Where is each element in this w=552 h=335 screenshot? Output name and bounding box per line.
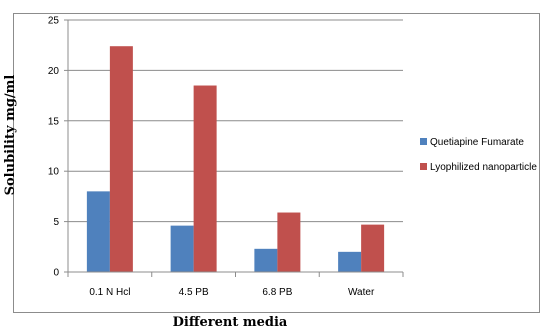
x-tick-label: 6.8 PB — [262, 287, 292, 298]
bar — [277, 212, 301, 272]
bar — [109, 46, 133, 272]
y-tick-label: 10 — [48, 167, 60, 178]
y-axis-ticks: 0 5 10 15 20 25 — [48, 16, 69, 279]
x-axis-ticks: 0.1 N Hcl 4.5 PB 6.8 PB Water — [67, 271, 404, 298]
y-tick-label: 15 — [48, 116, 60, 127]
bar — [338, 251, 362, 272]
y-axis-label: Solubility mg/ml — [3, 74, 18, 196]
legend: Quetiapine Fumarate Lyophilized nanoparti… — [420, 137, 537, 173]
x-tick-label: 4.5 PB — [179, 287, 209, 298]
y-tick-label: 0 — [53, 268, 59, 279]
legend-swatch — [420, 138, 427, 145]
legend-label: Quetiapine Fumarate — [430, 137, 524, 148]
bar — [86, 191, 110, 272]
bar — [170, 225, 194, 272]
y-tick-label: 25 — [48, 16, 60, 27]
x-tick-label: Water — [348, 287, 375, 298]
bars — [86, 46, 385, 273]
bar — [193, 85, 217, 273]
legend-swatch — [420, 163, 427, 170]
legend-label: Lyophilized nanoparticle — [430, 162, 537, 173]
y-tick-label: 20 — [48, 66, 60, 77]
bar — [254, 248, 278, 272]
x-tick-label: 0.1 N Hcl — [89, 287, 130, 298]
bar — [361, 224, 385, 272]
x-axis-label: Different media — [172, 315, 288, 330]
y-tick-label: 5 — [53, 217, 59, 228]
